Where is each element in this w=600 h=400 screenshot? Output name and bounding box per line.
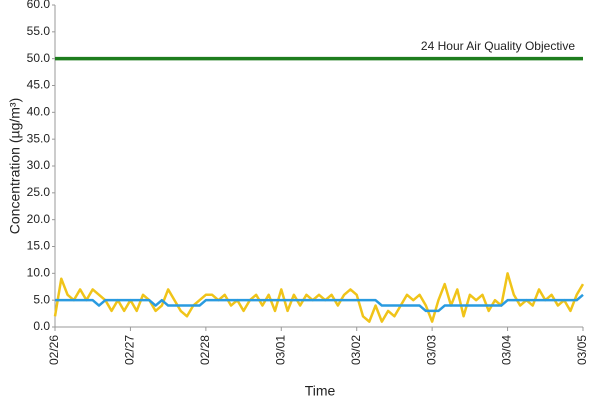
x-tick-label: 03/03 bbox=[424, 335, 438, 365]
x-axis-label: Time bbox=[305, 383, 336, 399]
series-label: 24 Hour Air Quality Objective bbox=[421, 39, 575, 53]
y-tick-label: 45.0 bbox=[27, 78, 51, 92]
x-tick-label: 03/04 bbox=[500, 335, 514, 365]
y-tick-label: 40.0 bbox=[27, 105, 51, 119]
y-tick-label: 25.0 bbox=[27, 185, 51, 199]
series-line bbox=[53, 272, 585, 323]
y-tick-label: 20.0 bbox=[27, 212, 51, 226]
x-tick-label: 02/28 bbox=[198, 335, 212, 365]
x-tick-label: 03/02 bbox=[349, 335, 363, 365]
x-tick-label: 03/05 bbox=[575, 335, 589, 365]
y-tick-label: 55.0 bbox=[27, 24, 51, 38]
y-axis-label: Concentration (µg/m³) bbox=[7, 98, 23, 234]
y-tick-label: 10.0 bbox=[27, 266, 51, 280]
y-tick-label: 30.0 bbox=[27, 158, 51, 172]
y-tick-label: 15.0 bbox=[27, 239, 51, 253]
y-tick-label: 5.0 bbox=[33, 292, 50, 306]
y-tick-label: 0.0 bbox=[33, 319, 50, 333]
x-tick-label: 02/27 bbox=[123, 335, 137, 365]
series-line bbox=[55, 293, 584, 313]
y-tick-label: 35.0 bbox=[27, 131, 51, 145]
x-tick-label: 02/26 bbox=[47, 335, 61, 365]
x-tick-label: 03/01 bbox=[273, 335, 287, 365]
y-tick-label: 60.0 bbox=[27, 0, 51, 11]
y-tick-label: 50.0 bbox=[27, 51, 51, 65]
